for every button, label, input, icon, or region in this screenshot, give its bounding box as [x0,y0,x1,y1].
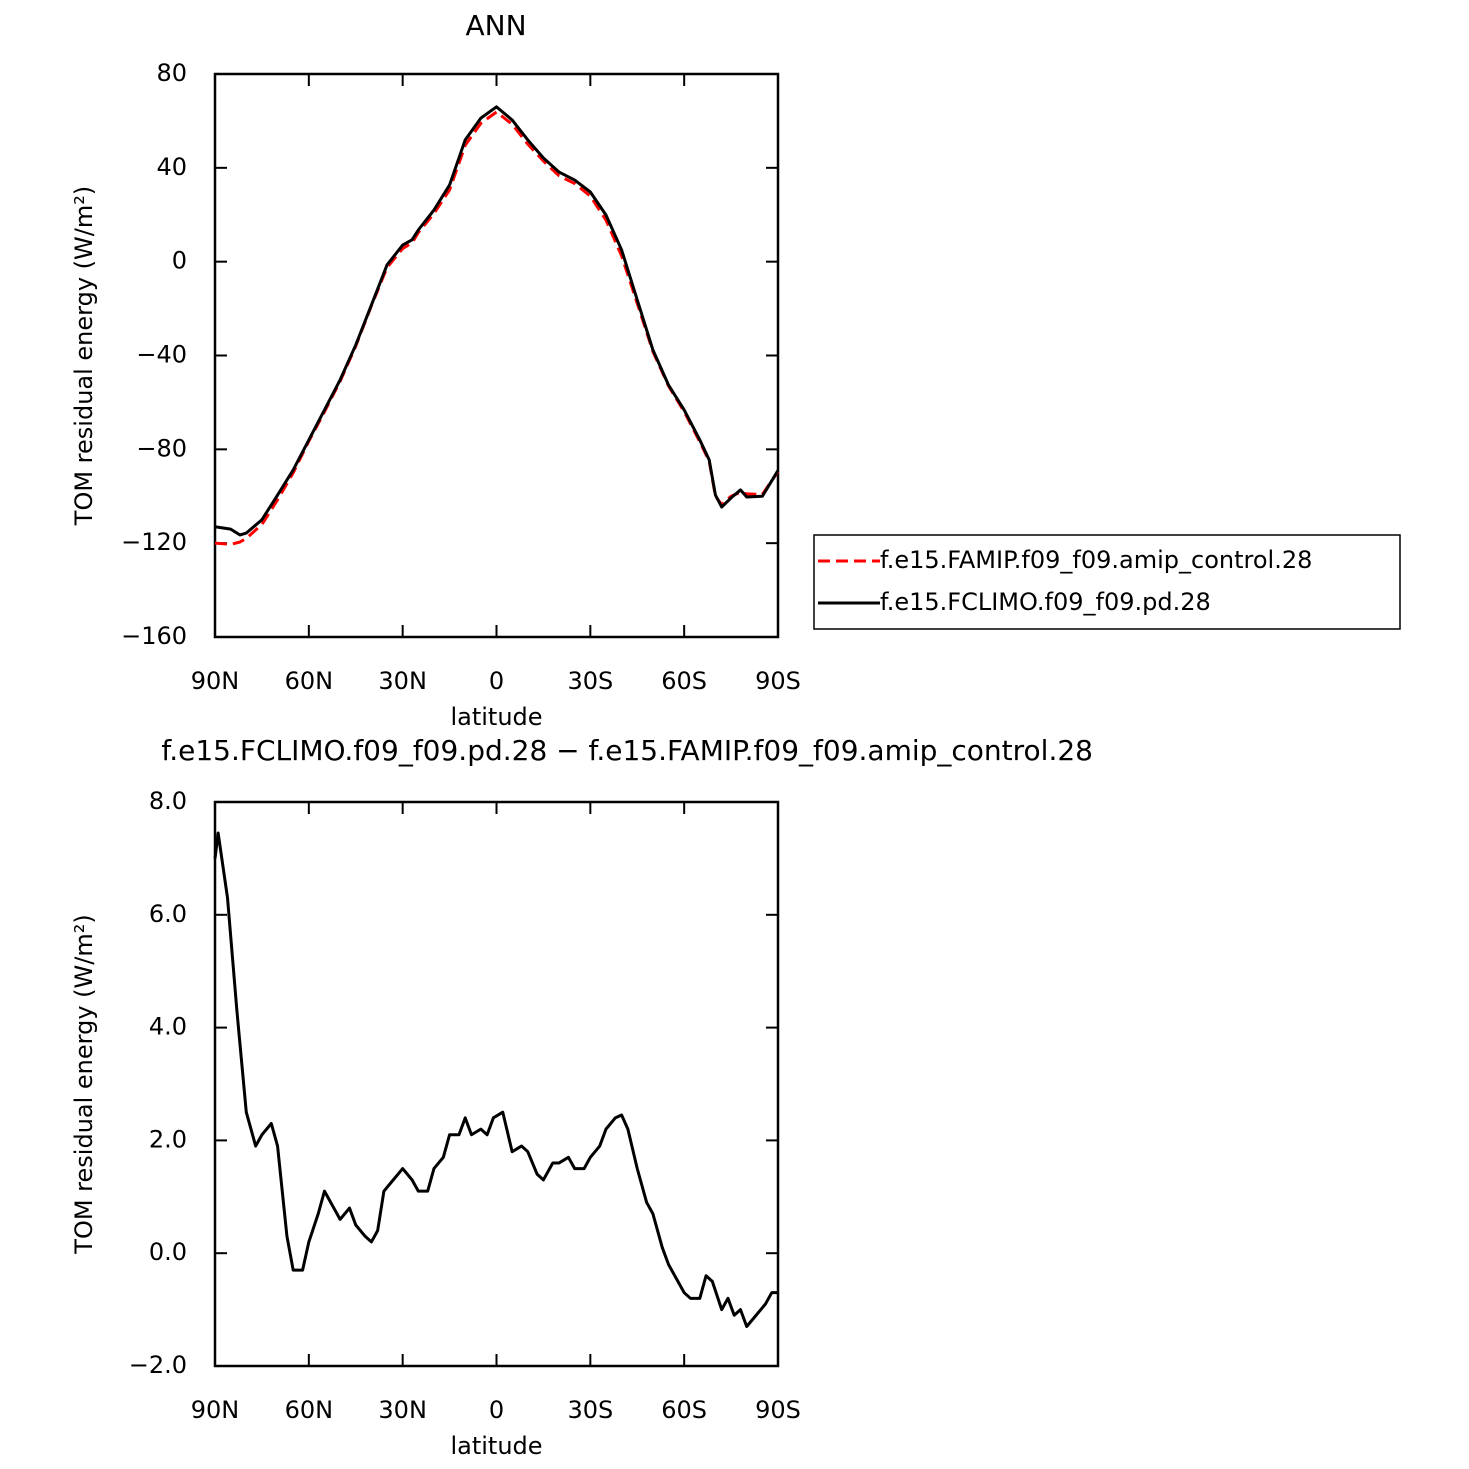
plot-frame [213,72,780,639]
legend-box [813,534,1401,630]
x-tick-label: 90S [755,1396,801,1424]
x-tick-label: 0 [489,667,504,695]
x-tick-label: 90N [191,1396,240,1424]
data-line [214,105,780,537]
x-tick-label: 0 [489,1396,504,1424]
y-tick-label: 8.0 [149,787,187,815]
x-tick-label: 60N [285,1396,334,1424]
x-axis-label: latitude [450,703,542,731]
x-axis-label: latitude [450,1432,542,1460]
y-axis-label: TOM residual energy (W/m²) [70,186,98,526]
legend-label: f.e15.FAMIP.f09_f09.amip_control.28 [880,546,1312,574]
y-tick-label: 40 [156,153,187,181]
y-axis-label: TOM residual energy (W/m²) [70,914,98,1254]
x-tick-label: 30N [378,1396,427,1424]
x-tick-label: 30S [567,1396,613,1424]
y-tick-label: 4.0 [149,1013,187,1041]
y-tick-label: 0.0 [149,1238,187,1266]
plot-frame [213,800,780,1368]
y-tick-label: 6.0 [149,900,187,928]
x-tick-label: 60S [661,1396,707,1424]
x-tick-label: 60S [661,667,707,695]
y-tick-label: −40 [136,341,187,369]
y-tick-label: 80 [156,59,187,87]
legend-label: f.e15.FCLIMO.f09_f09.pd.28 [880,588,1211,616]
x-tick-label: 30N [378,667,427,695]
data-line [213,831,778,1329]
y-tick-label: −80 [136,434,187,462]
x-tick-label: 30S [567,667,613,695]
y-tick-label: 0 [172,247,187,275]
y-tick-label: −120 [121,528,187,556]
chart-title: f.e15.FCLIMO.f09_f09.pd.28 − f.e15.FAMIP… [161,734,1093,767]
x-tick-label: 90S [755,667,801,695]
x-tick-label: 60N [285,667,334,695]
x-tick-label: 90N [191,667,240,695]
data-line [214,110,780,546]
chart-title: ANN [465,9,526,42]
y-tick-label: 2.0 [149,1125,187,1153]
y-tick-label: −160 [121,622,187,650]
y-tick-label: −2.0 [129,1351,187,1379]
